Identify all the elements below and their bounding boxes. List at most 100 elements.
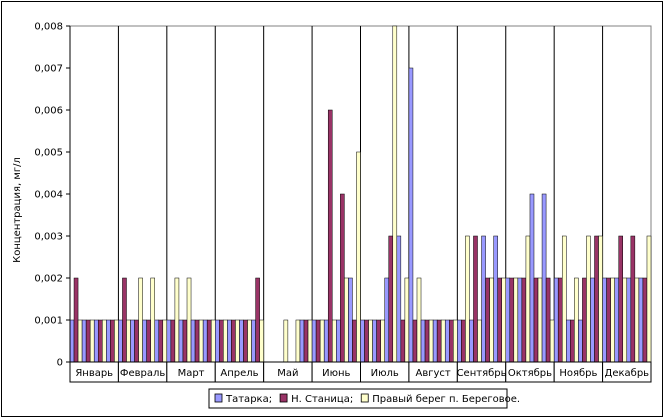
bar — [311, 319, 317, 363]
category-box — [602, 361, 652, 383]
bar — [505, 277, 511, 363]
bar — [73, 277, 79, 363]
bar — [352, 319, 357, 363]
bar — [432, 319, 438, 363]
bar — [449, 319, 454, 363]
bar — [424, 319, 430, 363]
bar — [602, 277, 607, 363]
bar — [356, 151, 361, 363]
category-label: Ноябрь — [559, 368, 597, 379]
bar — [255, 277, 260, 363]
bar — [235, 319, 240, 363]
bar — [380, 319, 385, 363]
bar — [561, 235, 567, 363]
bar — [566, 319, 571, 363]
bar — [259, 319, 264, 363]
bar — [598, 235, 603, 363]
bar — [93, 319, 99, 363]
bar — [590, 277, 595, 363]
legend-swatch — [214, 393, 223, 403]
bar — [323, 319, 329, 363]
bar — [537, 277, 543, 363]
y-axis-label: Концентрация, мг/л — [12, 157, 23, 263]
bar — [307, 319, 313, 363]
bar — [81, 319, 87, 363]
bar — [372, 319, 377, 363]
bar — [388, 235, 394, 363]
y-tick-label: 0 — [57, 358, 63, 369]
bar — [122, 277, 127, 363]
category-label: Апрель — [220, 368, 258, 379]
bar — [622, 277, 628, 363]
category-label: Январь — [75, 368, 113, 379]
bar — [243, 319, 248, 363]
bar — [85, 319, 91, 363]
bar — [376, 319, 381, 363]
bar — [69, 319, 75, 363]
bar — [227, 319, 232, 363]
bar — [247, 319, 252, 363]
bar — [618, 235, 623, 363]
bar — [521, 277, 527, 363]
bar — [194, 319, 200, 363]
y-tick-label: 0,008 — [34, 22, 63, 33]
bar — [638, 277, 644, 363]
bar — [384, 277, 389, 363]
bar — [481, 235, 486, 363]
bar — [400, 319, 406, 363]
bar — [570, 319, 575, 363]
bar — [154, 319, 160, 363]
bar — [206, 319, 212, 363]
bar — [158, 319, 164, 363]
bar — [444, 319, 450, 363]
bar — [186, 277, 192, 363]
bar — [477, 319, 482, 363]
bar — [408, 67, 414, 363]
bar — [283, 319, 289, 363]
bar — [626, 277, 632, 363]
bar — [497, 277, 502, 363]
bar — [97, 319, 103, 363]
bar — [586, 235, 591, 363]
category-label: Февраль — [120, 368, 166, 379]
bar — [630, 235, 636, 363]
y-tick-labels: 0 0,001 0,002 0,003 0,004 0,005 0,006 0,007 0,00… — [34, 22, 63, 369]
legend-label: Татарка; — [225, 394, 272, 405]
bar — [582, 277, 587, 363]
category-label: Июнь — [322, 368, 350, 379]
bar — [610, 277, 615, 363]
bar — [174, 277, 180, 363]
y-tick-label: 0,007 — [34, 64, 63, 75]
bar — [545, 277, 551, 363]
bar — [525, 235, 531, 363]
bar — [162, 319, 168, 363]
bar — [303, 319, 309, 363]
y-tick-label: 0,005 — [34, 148, 63, 159]
bar — [332, 319, 337, 363]
bar — [420, 319, 426, 363]
bar — [182, 319, 188, 363]
bar — [102, 319, 107, 363]
bar — [614, 277, 619, 363]
bar — [469, 319, 474, 363]
bar — [315, 319, 321, 363]
bar — [319, 319, 325, 363]
legend-label: Правый берег п. Береговое. — [372, 394, 520, 405]
bar — [557, 277, 563, 363]
bar — [549, 319, 555, 363]
bar — [114, 319, 119, 363]
bar — [344, 277, 349, 363]
category-label: Июль — [371, 368, 399, 379]
category-label: Март — [178, 368, 205, 379]
bar — [493, 235, 498, 363]
bar — [170, 319, 176, 363]
bar — [110, 319, 115, 363]
bar — [146, 319, 151, 363]
bar — [89, 319, 95, 363]
bar — [501, 277, 507, 363]
bar — [118, 319, 123, 363]
bar — [130, 319, 135, 363]
bar — [336, 319, 341, 363]
bar — [348, 277, 353, 363]
bar — [126, 319, 131, 363]
